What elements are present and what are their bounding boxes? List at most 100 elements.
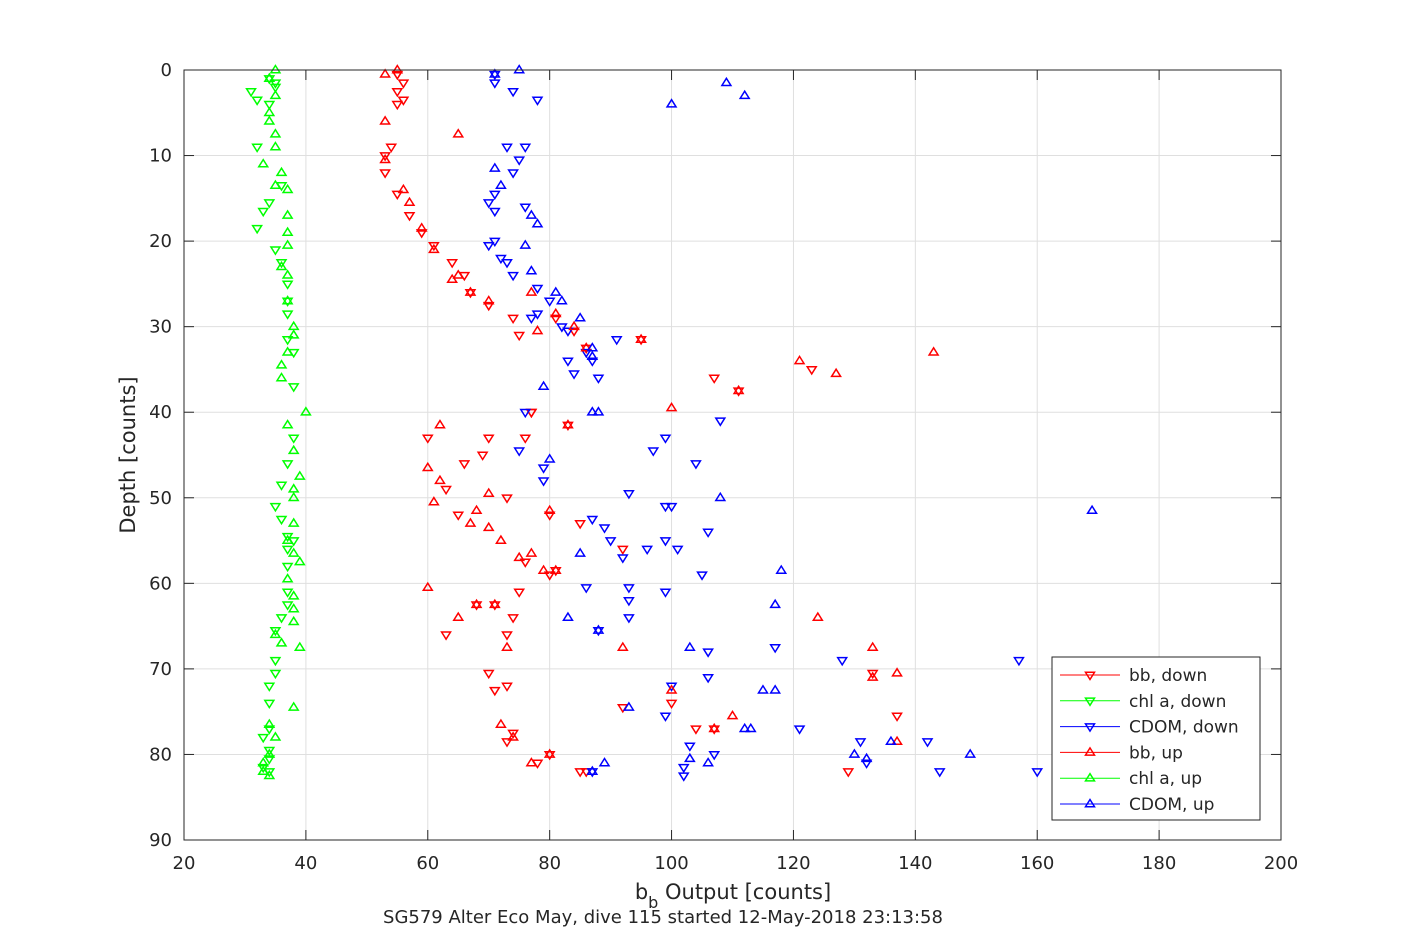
- data-point: [275, 260, 288, 271]
- x-axis-label-main: b: [635, 880, 648, 904]
- data-point: [507, 314, 519, 325]
- data-point: [927, 346, 940, 356]
- data-point: [300, 406, 312, 416]
- data-point: [604, 537, 617, 547]
- data-point: [531, 284, 544, 295]
- data-point: [452, 511, 465, 521]
- data-point: [251, 143, 263, 153]
- data-point: [421, 434, 434, 444]
- data-point: [665, 684, 678, 694]
- data-point: [549, 307, 562, 318]
- data-point: [263, 72, 276, 83]
- data-point: [519, 434, 532, 444]
- data-point: [543, 453, 556, 463]
- data-point: [403, 196, 416, 207]
- data-point: [434, 419, 446, 429]
- data-point: [543, 504, 556, 515]
- data-point: [885, 735, 897, 746]
- data-point: [385, 143, 398, 153]
- series-5: [488, 64, 1098, 776]
- data-point: [281, 226, 294, 237]
- data-point: [738, 722, 751, 733]
- y-tick-label: 10: [149, 146, 172, 167]
- x-tick-label: 180: [1142, 853, 1176, 874]
- data-point: [659, 537, 672, 547]
- data-point: [793, 354, 806, 365]
- data-point: [598, 524, 611, 534]
- legend-entry: chl a, down: [1060, 692, 1226, 712]
- data-point: [683, 752, 696, 763]
- data-point: [281, 297, 294, 307]
- data-point: [281, 601, 294, 611]
- x-tick-label: 120: [776, 853, 810, 874]
- data-point: [470, 601, 483, 611]
- series-3: [379, 64, 940, 767]
- data-point: [275, 614, 288, 624]
- data-point: [275, 481, 288, 491]
- data-point: [732, 384, 745, 395]
- data-point: [287, 615, 300, 626]
- x-axis-label-rest: Output [counts]: [658, 880, 831, 904]
- data-point: [452, 611, 465, 622]
- data-point: [720, 76, 733, 87]
- data-point: [562, 611, 574, 622]
- data-point: [501, 641, 513, 651]
- data-point: [623, 584, 635, 594]
- data-point: [275, 259, 288, 269]
- y-tick-label: 80: [149, 744, 172, 765]
- y-tick-label: 20: [149, 231, 172, 252]
- legend-marker: [1084, 723, 1096, 733]
- data-point: [507, 614, 519, 624]
- data-point: [665, 682, 678, 692]
- data-point: [543, 748, 556, 758]
- y-tick-label: 90: [149, 830, 172, 851]
- data-point: [738, 89, 751, 100]
- data-point: [501, 682, 513, 692]
- data-point: [891, 667, 903, 677]
- x-tick-label: 140: [898, 853, 932, 874]
- data-point: [281, 588, 294, 598]
- data-point: [263, 718, 276, 728]
- y-tick-label: 40: [149, 402, 172, 423]
- legend-label: bb, down: [1129, 666, 1207, 686]
- data-point: [476, 451, 489, 461]
- data-point: [866, 669, 879, 680]
- data-point: [580, 342, 593, 352]
- data-point: [452, 269, 465, 279]
- data-point: [592, 624, 605, 634]
- data-point: [434, 474, 446, 485]
- data-point: [269, 628, 282, 639]
- data-point: [464, 286, 477, 296]
- data-point: [245, 87, 257, 98]
- data-point: [379, 153, 391, 164]
- data-point: [537, 380, 550, 391]
- data-point: [501, 143, 513, 153]
- data-point: [1013, 656, 1025, 667]
- data-point: [281, 460, 294, 470]
- data-point: [269, 502, 282, 513]
- data-point: [269, 89, 282, 100]
- data-point: [732, 387, 745, 397]
- x-tick-label: 20: [173, 853, 196, 874]
- y-tick-label: 50: [149, 488, 172, 509]
- data-point: [866, 641, 879, 651]
- data-point: [574, 312, 586, 322]
- data-point: [269, 83, 282, 94]
- x-tick-label: 160: [1020, 853, 1054, 874]
- legend-marker: [1084, 746, 1096, 756]
- y-tick-label: 70: [149, 659, 172, 680]
- data-point: [623, 701, 635, 711]
- data-point: [269, 141, 282, 151]
- data-point: [769, 598, 782, 609]
- data-point: [702, 528, 714, 538]
- data-point: [287, 434, 300, 444]
- x-tick-label: 80: [538, 853, 561, 874]
- data-point: [708, 722, 721, 733]
- data-point: [415, 222, 428, 232]
- data-point: [507, 729, 519, 739]
- x-tick-label: 100: [654, 853, 688, 874]
- data-point: [586, 406, 599, 416]
- data-point: [263, 725, 276, 735]
- data-point: [531, 96, 544, 106]
- data-point: [287, 590, 300, 600]
